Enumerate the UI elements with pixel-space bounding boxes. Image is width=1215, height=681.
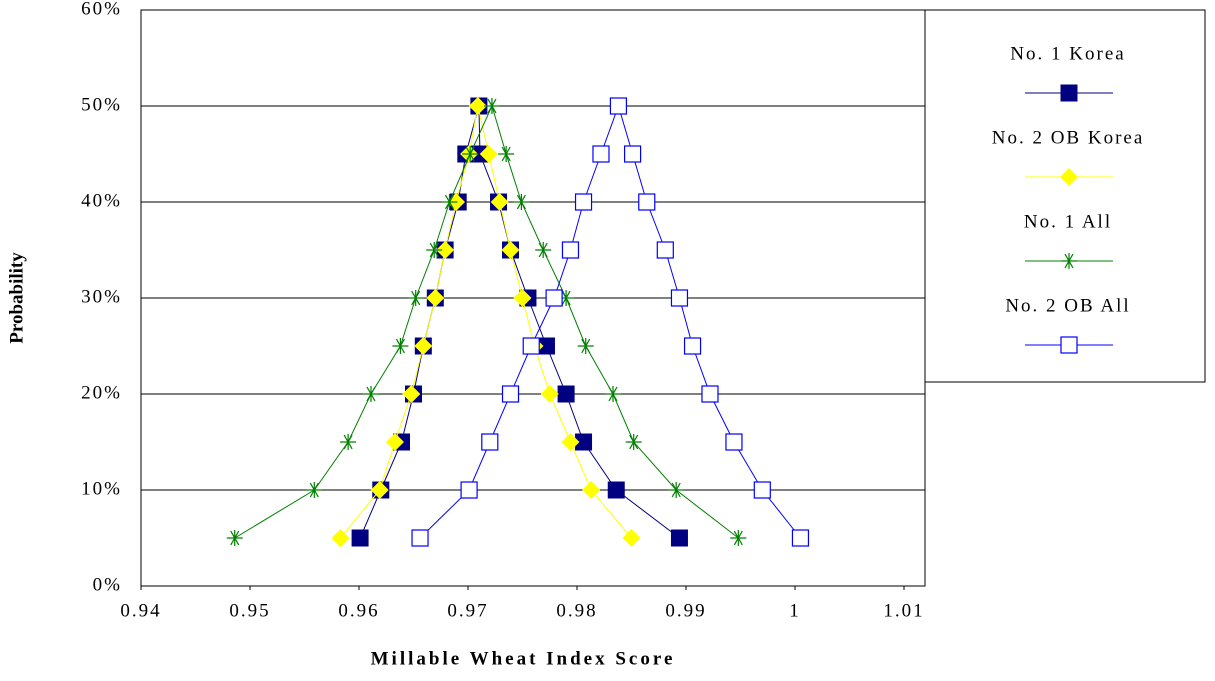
marker xyxy=(535,242,552,258)
marker xyxy=(668,482,685,498)
marker xyxy=(683,337,702,355)
legend-label: No. 2 OB All xyxy=(1005,295,1130,316)
marker xyxy=(370,481,389,499)
marker xyxy=(490,193,509,211)
marker xyxy=(501,385,520,403)
x-tick-label: 0.96 xyxy=(338,600,379,621)
marker xyxy=(753,481,771,499)
x-tick-label: 0.95 xyxy=(229,600,270,621)
marker xyxy=(306,482,323,498)
marker xyxy=(331,529,350,547)
marker xyxy=(622,529,641,547)
marker xyxy=(513,289,532,307)
marker xyxy=(574,193,593,211)
marker xyxy=(501,241,520,259)
marker xyxy=(426,289,445,307)
marker xyxy=(414,337,433,355)
marker xyxy=(426,242,443,258)
marker xyxy=(385,433,404,451)
legend-marker xyxy=(1060,168,1078,186)
marker xyxy=(362,386,379,402)
marker xyxy=(625,434,642,450)
marker xyxy=(638,193,656,211)
series-line xyxy=(419,104,801,539)
marker xyxy=(392,338,409,354)
marker xyxy=(226,530,243,546)
y-axis-title: Probability xyxy=(6,252,27,344)
x-tick-label: 0.97 xyxy=(447,600,488,621)
marker xyxy=(670,529,688,547)
y-tick-label: 40% xyxy=(81,190,122,211)
marker xyxy=(557,385,575,403)
marker xyxy=(340,434,357,450)
marker xyxy=(462,146,479,162)
marker xyxy=(561,241,580,259)
marker xyxy=(607,481,625,499)
marker xyxy=(609,97,628,115)
marker xyxy=(436,241,455,259)
legend-label: No. 2 OB Korea xyxy=(992,127,1145,148)
marker xyxy=(498,146,515,162)
y-tick-label: 20% xyxy=(81,382,122,403)
marker xyxy=(407,290,424,306)
y-tick-label: 60% xyxy=(81,0,122,19)
marker xyxy=(604,386,621,402)
marker xyxy=(791,529,810,547)
marker xyxy=(725,433,743,451)
x-tick-label: 1 xyxy=(789,600,801,621)
marker xyxy=(577,338,594,354)
x-tick-label: 1.01 xyxy=(883,600,924,621)
marker xyxy=(483,98,500,114)
marker xyxy=(351,529,369,547)
marker xyxy=(592,145,610,163)
y-tick-label: 10% xyxy=(81,478,122,499)
marker xyxy=(460,481,478,499)
marker xyxy=(558,290,575,306)
marker xyxy=(479,145,498,163)
y-tick-label: 0% xyxy=(93,574,122,595)
marker xyxy=(701,385,719,403)
legend-frame xyxy=(924,9,1206,383)
x-axis-title: Millable Wheat Index Score xyxy=(371,648,676,669)
x-tick-label: 0.99 xyxy=(665,600,706,621)
x-tick-label: 0.98 xyxy=(556,600,597,621)
marker xyxy=(522,337,540,355)
marker xyxy=(623,145,642,163)
marker xyxy=(656,241,674,259)
marker xyxy=(670,289,689,307)
y-tick-label: 30% xyxy=(81,286,122,307)
y-tick-label: 50% xyxy=(81,94,122,115)
marker xyxy=(540,385,559,403)
marker xyxy=(545,289,563,307)
legend-label: No. 1 All xyxy=(1024,211,1112,232)
marker xyxy=(468,97,487,115)
legend-marker xyxy=(1060,84,1078,102)
marker xyxy=(561,433,580,451)
x-tick-label: 0.94 xyxy=(120,600,161,621)
marker xyxy=(513,194,530,210)
marker xyxy=(441,194,458,210)
marker xyxy=(481,433,499,451)
marker xyxy=(411,529,429,547)
marker xyxy=(582,481,601,499)
legend-marker xyxy=(1060,336,1078,354)
legend-label: No. 1 Korea xyxy=(1010,43,1125,64)
marker xyxy=(402,385,421,403)
marker xyxy=(730,530,747,546)
legend-marker xyxy=(1061,253,1077,269)
